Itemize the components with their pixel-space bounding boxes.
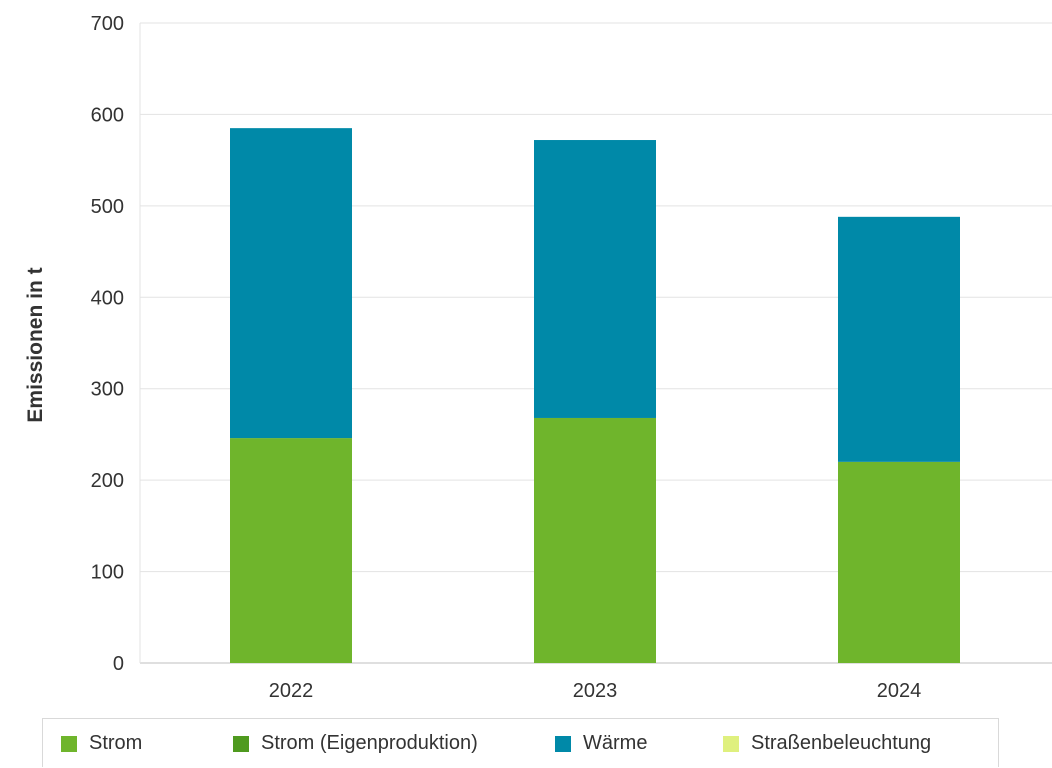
y-tick-label: 400 [91, 287, 124, 309]
y-axis-ticks: 0 100 200 300 400 500 600 700 [91, 13, 124, 675]
legend-item-strom-eigenproduktion[interactable]: Strom (Eigenproduktion) [233, 719, 478, 768]
legend-label-strom: Strom [89, 732, 143, 754]
bar-w-rme-2024[interactable] [838, 216, 960, 462]
y-tick-label: 0 [113, 653, 124, 675]
legend-item-waerme[interactable]: Wärme [555, 719, 647, 768]
bar-w-rme-2022[interactable] [230, 128, 352, 439]
legend-label-waerme: Wärme [583, 732, 648, 754]
y-tick-label: 100 [91, 562, 124, 584]
y-axis-title: Emissionen in t [24, 267, 47, 422]
bar-strom-2023[interactable] [534, 417, 656, 663]
y-tick-label: 600 [91, 104, 124, 126]
bars [230, 128, 960, 663]
chart: 0 100 200 300 400 500 600 700 2022 2023 2024 Emis… [24, 13, 1052, 702]
bar-w-rme-2023[interactable] [534, 140, 656, 418]
legend-swatch-strassenbeleuchtung [723, 735, 739, 752]
legend-swatch-strom [61, 735, 77, 752]
legend-label-strassenbeleuchtung: Straßenbeleuchtung [751, 732, 932, 754]
x-tick-label-2024: 2024 [877, 680, 922, 702]
x-tick-label-2022: 2022 [269, 680, 314, 702]
legend-item-strassenbeleuchtung[interactable]: Straßenbeleuchtung [723, 719, 931, 768]
y-tick-label: 700 [91, 13, 124, 35]
y-tick-label: 200 [91, 470, 124, 492]
x-tick-label-2023: 2023 [573, 680, 618, 702]
legend-item-strom[interactable]: Strom [61, 719, 142, 768]
legend-swatch-waerme [555, 735, 571, 752]
y-tick-label: 500 [91, 196, 124, 218]
bar-strom-2022[interactable] [230, 438, 352, 663]
x-axis-ticks: 2022 2023 2024 [269, 680, 922, 702]
legend: Strom Strom (Eigenproduktion) Wärme Stra… [42, 718, 999, 767]
y-tick-label: 300 [91, 379, 124, 401]
legend-label-strom-eigenproduktion: Strom (Eigenproduktion) [261, 732, 478, 754]
bar-strom-2024[interactable] [838, 461, 960, 663]
legend-swatch-strom-eigenproduktion [233, 735, 249, 752]
